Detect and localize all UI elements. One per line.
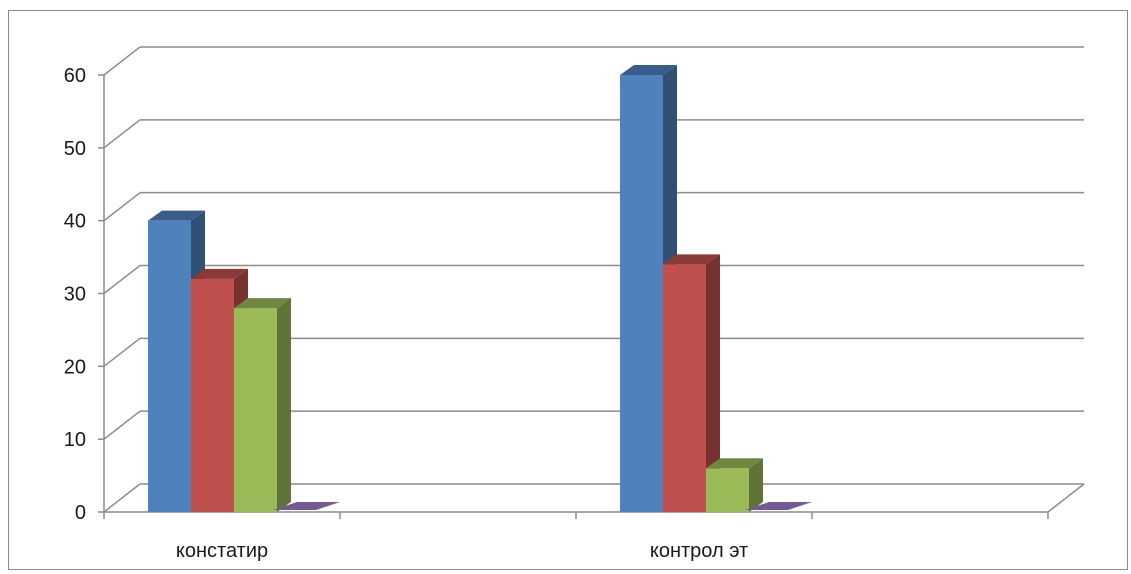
bar <box>745 502 812 510</box>
bar-side <box>749 458 763 512</box>
bar <box>663 254 720 512</box>
bar-front <box>234 308 277 512</box>
bar-front <box>663 264 706 512</box>
gridline-side <box>103 483 141 513</box>
bar-flat <box>273 502 340 510</box>
bars <box>148 65 812 512</box>
bar-flat <box>745 502 812 510</box>
bar <box>706 458 763 512</box>
bar-top <box>620 65 677 75</box>
bar-front <box>620 75 663 512</box>
x-category-label: констатир <box>176 540 268 562</box>
labels: 0 10 20 30 40 50 60 констатир контрол эт <box>64 65 748 562</box>
bar <box>620 65 677 512</box>
y-tick-label: 30 <box>64 284 86 306</box>
gridlines <box>103 46 1084 513</box>
gridline-side <box>103 410 141 440</box>
y-tick-label: 0 <box>75 502 86 524</box>
y-tick-label: 60 <box>64 65 86 87</box>
bar-top <box>663 254 720 265</box>
gridline-side <box>103 192 141 222</box>
bar-front <box>148 220 191 512</box>
y-tick-label: 20 <box>64 356 86 378</box>
gridline-side <box>103 264 141 295</box>
bar-front <box>191 278 234 512</box>
bar <box>273 502 340 510</box>
gridline-side <box>103 337 141 367</box>
bar-top <box>706 458 763 469</box>
bar-side <box>706 254 720 512</box>
gridline-side <box>103 46 141 76</box>
x-category-label: контрол эт <box>650 540 748 562</box>
bar-top <box>191 268 248 279</box>
bar-front <box>706 468 749 512</box>
gridline-side <box>103 119 141 149</box>
y-tick-label: 40 <box>64 211 86 233</box>
bar <box>234 298 291 512</box>
bar-top <box>234 298 291 309</box>
y-tick-label: 10 <box>64 429 86 451</box>
bar-side <box>277 298 291 512</box>
y-tick-label: 50 <box>64 138 86 160</box>
floor-edge <box>1047 483 1085 513</box>
bar-top <box>148 210 205 221</box>
